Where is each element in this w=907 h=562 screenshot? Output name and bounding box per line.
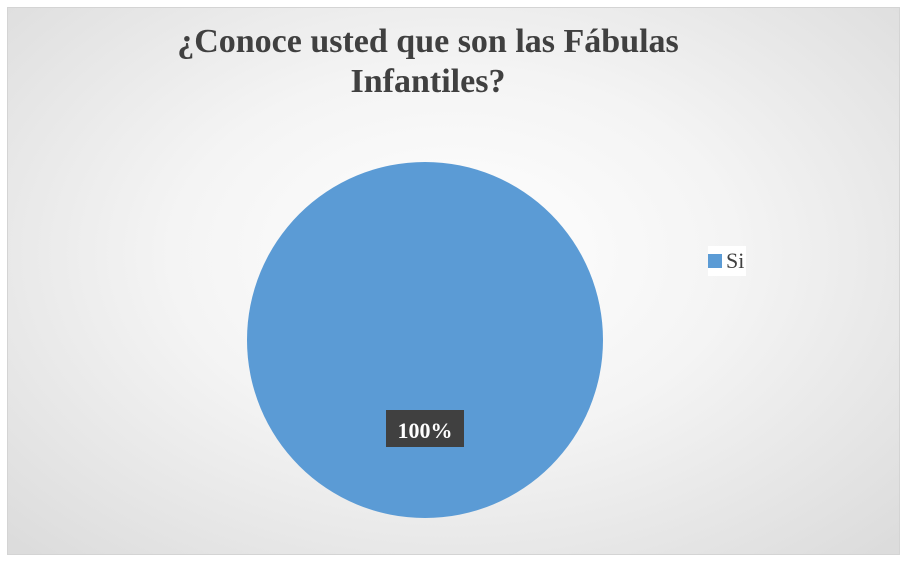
data-label-background bbox=[386, 410, 464, 447]
chart-title: ¿Conoce usted que son las Fábulas Infant… bbox=[8, 22, 848, 102]
data-label-si: 100% bbox=[386, 410, 464, 447]
chart-title-line-1: ¿Conoce usted que son las Fábulas bbox=[177, 23, 679, 60]
pie-slice-si bbox=[247, 162, 603, 518]
legend-swatch-si bbox=[708, 254, 722, 268]
legend-label-si: Si bbox=[726, 248, 745, 273]
pie-plot: 100% bbox=[247, 162, 603, 518]
data-label-text: 100% bbox=[398, 418, 453, 443]
chart-title-line-2: Infantiles? bbox=[350, 63, 506, 100]
chart-area: ¿Conoce usted que son las Fábulas Infant… bbox=[7, 7, 900, 555]
legend: Si bbox=[708, 246, 747, 276]
